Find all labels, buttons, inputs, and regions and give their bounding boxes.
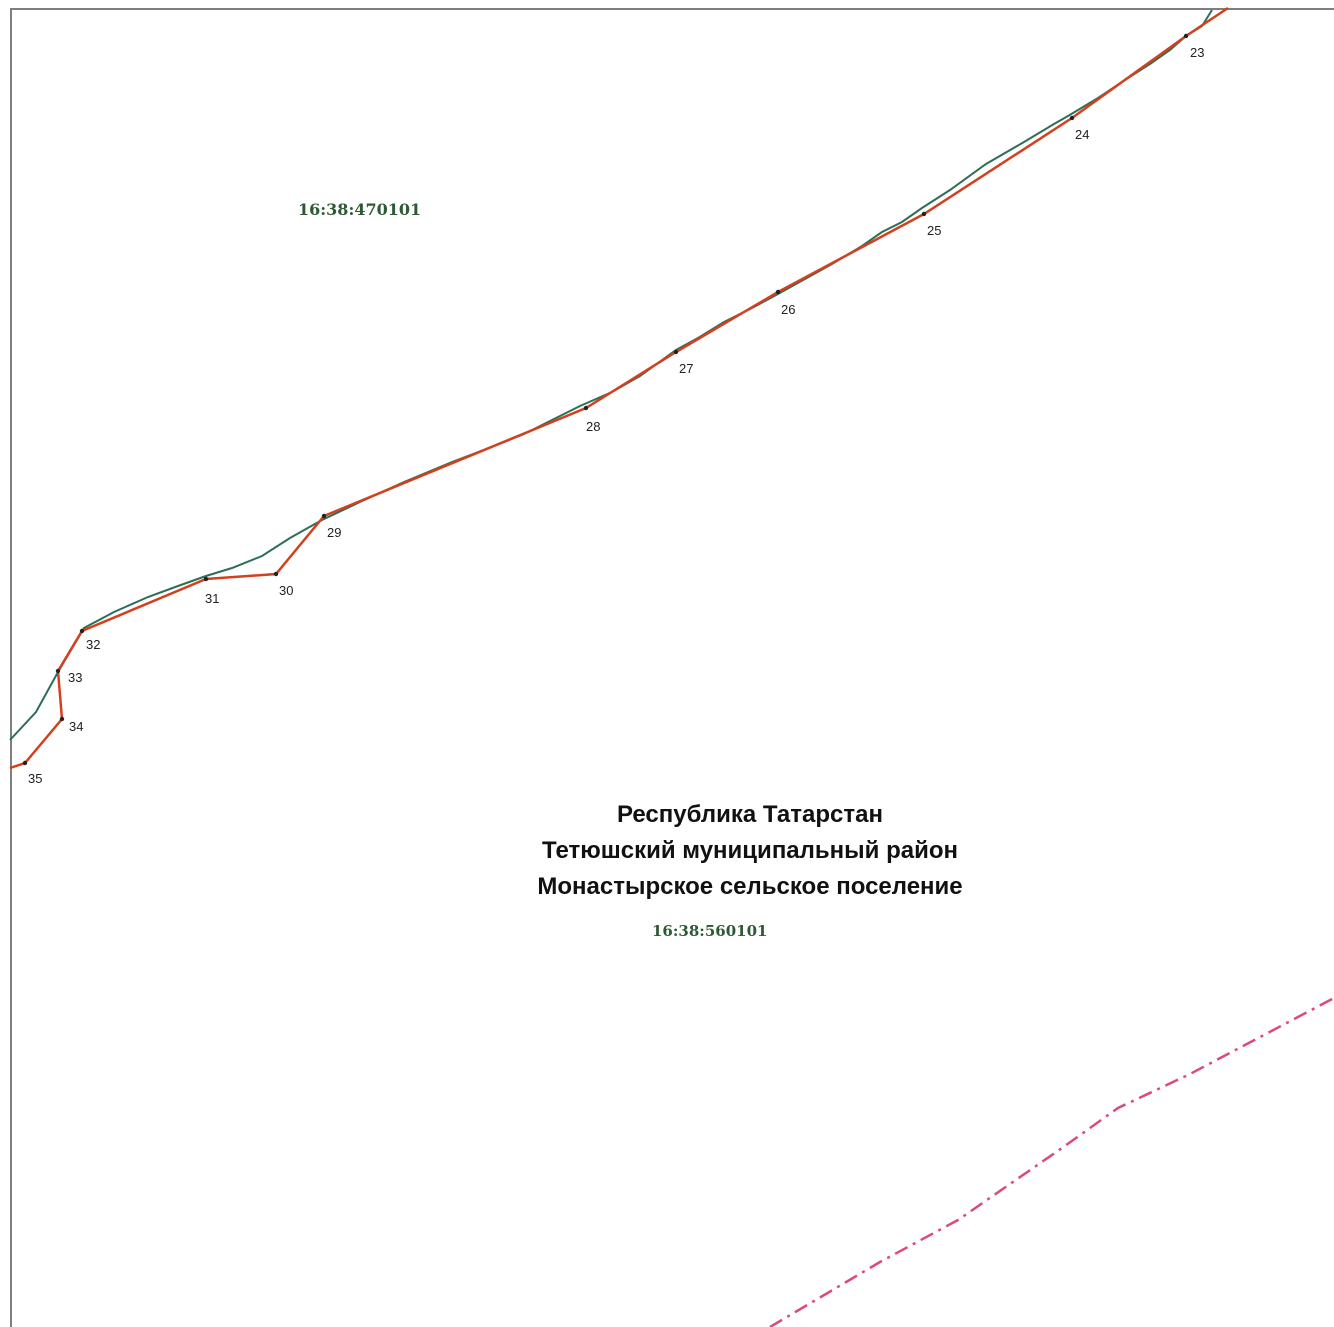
- vertex-label-32: 32: [86, 637, 100, 652]
- vertex-marker-30: [273, 571, 279, 577]
- vertex-marker-35: [22, 760, 28, 766]
- vertex-layer: [22, 33, 1189, 766]
- vertex-label-24: 24: [1075, 127, 1089, 142]
- vertex-label-29: 29: [327, 525, 341, 540]
- map-frame: [10, 8, 1334, 1327]
- vertex-marker-32: [79, 628, 85, 634]
- vertex-marker-34: [59, 716, 65, 722]
- admin-line-settlement: Монастырское сельское поселение: [537, 873, 963, 900]
- vertex-marker-23: [1183, 33, 1189, 39]
- cadastral-quarter-north-label: 16:38:470101: [298, 200, 422, 219]
- admin-line-district: Тетюшский муниципальный район: [541, 837, 958, 864]
- vertex-label-28: 28: [586, 419, 600, 434]
- vertex-marker-25: [921, 211, 927, 217]
- vertex-label-26: 26: [781, 302, 795, 317]
- vertex-marker-24: [1069, 115, 1075, 121]
- vertex-label-25: 25: [927, 223, 941, 238]
- vertex-marker-29: [321, 513, 327, 519]
- vertex-marker-31: [203, 576, 209, 582]
- vertex-label-31: 31: [205, 591, 219, 606]
- quarter-boundary-line: [9, 9, 1213, 741]
- vertex-label-34: 34: [69, 719, 83, 734]
- admin-line-republic: Республика Татарстан: [616, 801, 883, 828]
- vertex-label-23: 23: [1190, 45, 1204, 60]
- vertex-label-33: 33: [68, 670, 82, 685]
- vertex-marker-27: [673, 349, 679, 355]
- vertex-label-layer: 23 24 25 26 27 28 29 30 31 32 33 34 35: [28, 45, 1204, 786]
- vertex-marker-33: [55, 668, 61, 674]
- vertex-marker-26: [775, 289, 781, 295]
- dash-dot-boundary-line: [769, 996, 1334, 1327]
- vertex-label-30: 30: [279, 583, 293, 598]
- vertex-marker-28: [583, 405, 589, 411]
- vertex-label-27: 27: [679, 361, 693, 376]
- admin-region-caption: Республика Татарстан Тетюшский муниципал…: [470, 797, 1030, 905]
- cadastral-quarter-south-label: 16:38:560101: [652, 922, 768, 940]
- plot-boundary-line: [9, 6, 1229, 770]
- vertex-label-35: 35: [28, 771, 42, 786]
